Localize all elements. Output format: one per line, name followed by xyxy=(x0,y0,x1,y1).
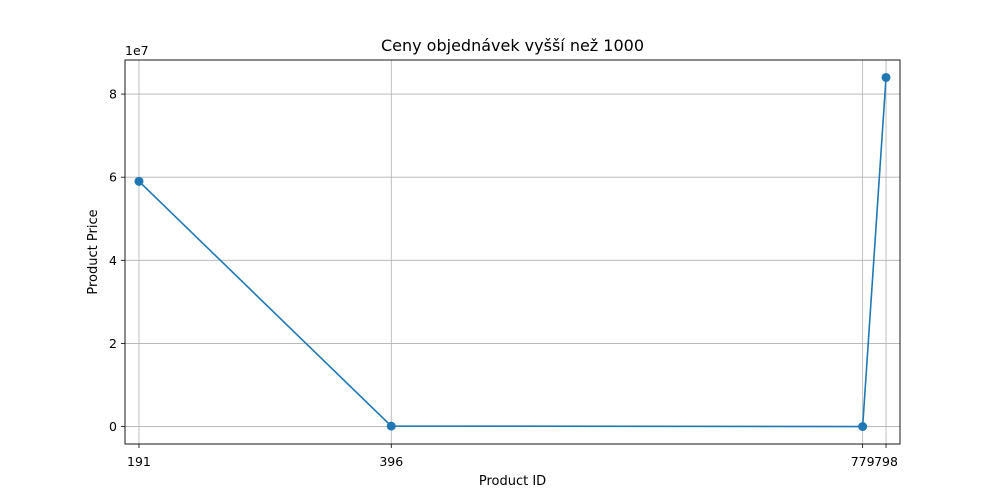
y-tick-label: 0 xyxy=(109,419,117,434)
data-point xyxy=(134,176,144,186)
y-tick-label: 6 xyxy=(109,170,117,185)
y-axis-label: Product Price xyxy=(86,209,101,294)
y-axis-ticks: 0 2 4 6 8 xyxy=(109,87,125,434)
y-axis-offset-text: 1e7 xyxy=(125,43,149,58)
x-axis-label: Product ID xyxy=(479,474,546,489)
data-point xyxy=(858,422,868,432)
y-tick-label: 4 xyxy=(109,253,117,268)
series-line xyxy=(138,77,887,428)
x-tick-label: 396 xyxy=(379,454,403,469)
x-axis-ticks: 191 396 779 798 xyxy=(127,444,898,469)
plot-frame xyxy=(124,59,901,445)
series-layer xyxy=(134,72,891,432)
data-point xyxy=(386,421,396,431)
grid xyxy=(125,60,900,444)
chart-title: Ceny objednávek vyšší než 1000 xyxy=(381,36,644,55)
y-tick-label: 8 xyxy=(109,87,117,102)
x-tick-label: 779 xyxy=(851,454,875,469)
x-tick-label: 191 xyxy=(127,454,151,469)
y-tick-label: 2 xyxy=(109,336,117,351)
data-point xyxy=(881,72,891,82)
x-tick-label: 798 xyxy=(874,454,898,469)
